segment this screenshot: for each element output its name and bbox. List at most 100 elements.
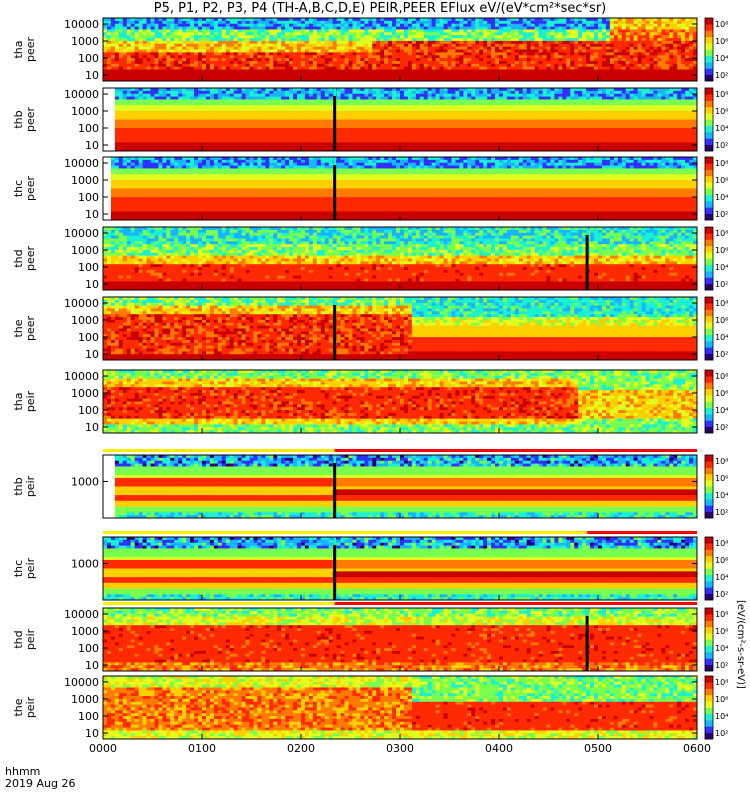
spectrogram-cell bbox=[131, 70, 135, 73]
spectrogram-cell bbox=[166, 67, 170, 70]
spectrogram-cell bbox=[174, 29, 178, 32]
spectrogram-cell bbox=[170, 24, 174, 27]
spectrogram-cell bbox=[178, 47, 182, 50]
spectrogram-cell bbox=[158, 47, 162, 50]
spectrogram-cell bbox=[226, 58, 230, 61]
spectrogram-cell bbox=[123, 18, 127, 21]
spectrogram-cell bbox=[253, 35, 257, 38]
spectrogram-cell bbox=[218, 64, 222, 67]
spectrogram-cell bbox=[143, 61, 147, 64]
spectrogram-cell bbox=[162, 50, 166, 53]
spectrogram-cell bbox=[250, 32, 254, 35]
spectrogram-cell bbox=[182, 44, 186, 47]
spectrogram-cell bbox=[162, 18, 166, 21]
spectrogram-cell bbox=[214, 18, 218, 21]
spectrogram-cell bbox=[206, 27, 210, 30]
spectrogram-cell bbox=[131, 32, 135, 35]
spectrogram-cell bbox=[210, 44, 214, 47]
spectrogram-cell bbox=[261, 64, 265, 67]
spectrogram-cell bbox=[226, 47, 230, 50]
spectrogram-cell bbox=[198, 50, 202, 53]
spectrogram-cell bbox=[190, 64, 194, 67]
spectrogram-cell bbox=[131, 64, 135, 67]
spectrogram-cell bbox=[222, 35, 226, 38]
spectrogram-cell bbox=[238, 52, 242, 55]
spectrogram-cell bbox=[257, 24, 261, 27]
spectrogram-cell bbox=[190, 70, 194, 73]
spectrogram-cell bbox=[265, 32, 269, 35]
spectrogram-cell bbox=[123, 75, 127, 78]
stacked-spectrogram-chart: 10000100010010tha peer10⁸10⁶10⁴10²1000010… bbox=[0, 0, 750, 800]
spectrogram-cell bbox=[234, 32, 238, 35]
spectrogram-cell bbox=[242, 61, 246, 64]
spectrogram-cell bbox=[234, 44, 238, 47]
spectrogram-cell bbox=[250, 50, 254, 53]
spectrogram-cell bbox=[135, 29, 139, 32]
spectrogram-cell bbox=[261, 41, 265, 44]
spectrogram-cells bbox=[103, 18, 698, 82]
spectrogram-cell bbox=[111, 50, 115, 53]
spectrogram-cell bbox=[186, 70, 190, 73]
spectrogram-cell bbox=[246, 38, 250, 41]
spectrogram-cell bbox=[115, 61, 119, 64]
spectrogram-cell bbox=[170, 35, 174, 38]
spectrogram-cell bbox=[269, 58, 273, 61]
spectrogram-cell bbox=[127, 58, 131, 61]
spectrogram-cell bbox=[234, 67, 238, 70]
spectrogram-cell bbox=[123, 70, 127, 73]
spectrogram-cell bbox=[198, 27, 202, 30]
spectrogram-cell bbox=[261, 32, 265, 35]
spectrogram-cell bbox=[107, 52, 111, 55]
spectrogram-cell bbox=[154, 67, 158, 70]
spectrogram-cell bbox=[246, 24, 250, 27]
spectrogram-cell bbox=[166, 47, 170, 50]
spectrogram-cell bbox=[186, 27, 190, 30]
spectrogram-cell bbox=[174, 70, 178, 73]
spectrogram-cell bbox=[147, 72, 151, 75]
spectrogram-cell bbox=[269, 18, 273, 21]
spectrogram-cell bbox=[253, 52, 257, 55]
spectrogram-cell bbox=[194, 47, 198, 50]
spectrogram-cell bbox=[250, 24, 254, 27]
spectrogram-cell bbox=[162, 72, 166, 75]
spectrogram-cell bbox=[135, 61, 139, 64]
spectrogram-cell bbox=[115, 27, 119, 30]
spectrogram-cell bbox=[234, 75, 238, 78]
spectrogram-cell bbox=[214, 27, 218, 30]
spectrogram-cell bbox=[206, 58, 210, 61]
spectrogram-cell bbox=[242, 38, 246, 41]
spectrogram-cell bbox=[265, 44, 269, 47]
spectrogram-cell bbox=[147, 58, 151, 61]
spectrogram-cell bbox=[206, 44, 210, 47]
spectrogram-cell bbox=[174, 72, 178, 75]
spectrogram-cell bbox=[222, 58, 226, 61]
spectrogram-cell bbox=[222, 50, 226, 53]
spectrogram-cell bbox=[269, 38, 273, 41]
spectrogram-cell bbox=[119, 27, 123, 30]
spectrogram-cell bbox=[107, 29, 111, 32]
spectrogram-cell bbox=[115, 41, 119, 44]
spectrogram-cell bbox=[202, 50, 206, 53]
spectrogram-cell bbox=[178, 50, 182, 53]
spectrogram-cell bbox=[115, 64, 119, 67]
spectrogram-cell bbox=[162, 70, 166, 73]
spectrogram-cell bbox=[182, 58, 186, 61]
spectrogram-cell bbox=[135, 47, 139, 50]
spectrogram-cell bbox=[253, 44, 257, 47]
spectrogram-cell bbox=[230, 55, 234, 58]
spectrogram-cell bbox=[202, 38, 206, 41]
spectrogram-cell bbox=[190, 55, 194, 58]
spectrogram-cell bbox=[147, 29, 151, 32]
spectrogram-cell bbox=[182, 24, 186, 27]
spectrogram-cell bbox=[186, 64, 190, 67]
spectrogram-cell bbox=[170, 64, 174, 67]
spectrogram-cell bbox=[206, 55, 210, 58]
spectrogram-cell bbox=[265, 35, 269, 38]
spectrogram-cell bbox=[250, 70, 254, 73]
spectrogram-cell bbox=[139, 24, 143, 27]
spectrogram-cell bbox=[158, 72, 162, 75]
spectrogram-cell bbox=[246, 41, 250, 44]
spectrogram-cell bbox=[143, 67, 147, 70]
spectrogram-cell bbox=[107, 32, 111, 35]
spectrogram-cell bbox=[269, 41, 273, 44]
